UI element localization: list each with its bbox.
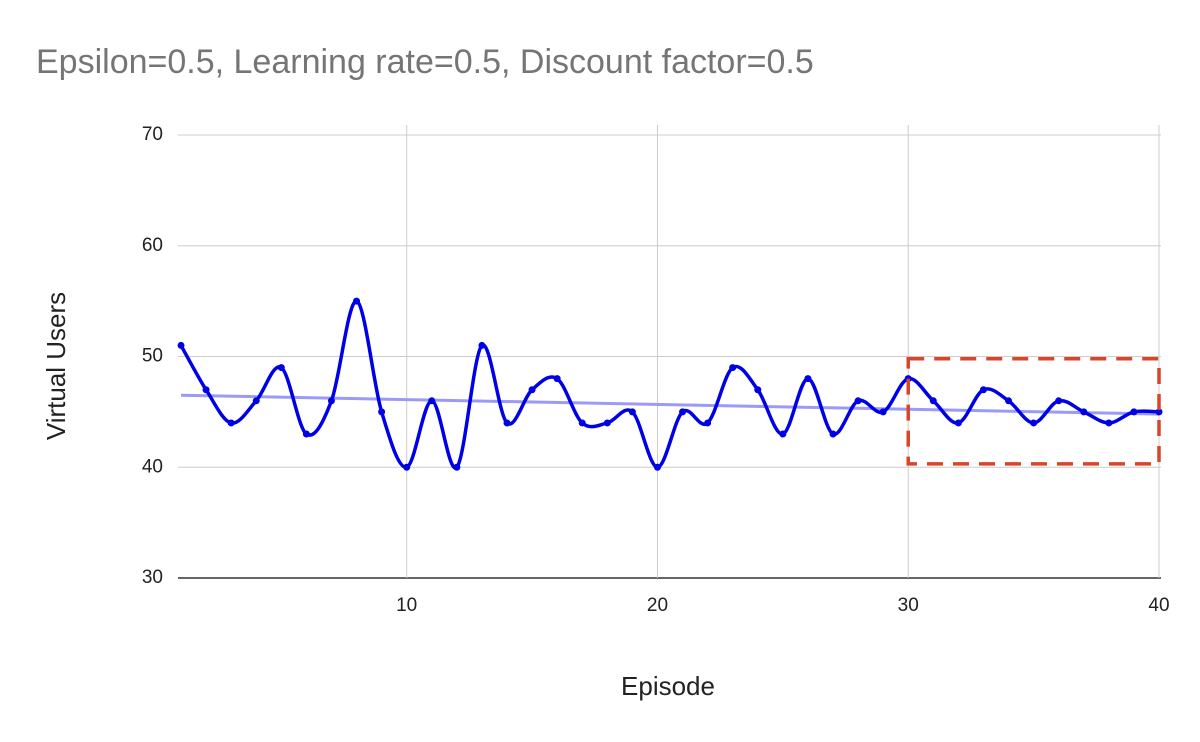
- x-tick-label: 10: [396, 595, 417, 616]
- y-tick-label: 50: [142, 346, 163, 367]
- data-point: [177, 341, 185, 349]
- data-point: [327, 397, 335, 405]
- data-point: [403, 463, 411, 471]
- data-point: [528, 386, 536, 394]
- data-point: [653, 463, 661, 471]
- data-point: [979, 386, 987, 394]
- data-point: [1030, 419, 1038, 427]
- data-point: [829, 430, 837, 438]
- series-line: [179, 299, 1160, 470]
- data-point: [1105, 419, 1113, 427]
- data-point: [227, 419, 235, 427]
- y-tick-label: 40: [142, 456, 163, 477]
- data-point: [277, 364, 285, 372]
- data-point: [428, 397, 436, 405]
- data-point: [628, 408, 636, 416]
- data-point: [779, 430, 787, 438]
- highlight-box: [906, 356, 1161, 466]
- data-point: [804, 375, 812, 383]
- data-point: [453, 463, 461, 471]
- data-point: [252, 397, 260, 405]
- data-point: [603, 419, 611, 427]
- data-point: [704, 419, 712, 427]
- data-point: [1155, 408, 1163, 416]
- y-tick-label: 30: [142, 567, 163, 588]
- data-point: [729, 364, 737, 372]
- chart-title: Epsilon=0.5, Learning rate=0.5, Discount…: [36, 43, 814, 81]
- data-point: [1080, 408, 1088, 416]
- data-point: [679, 408, 687, 416]
- x-axis-title: Episode: [621, 671, 715, 701]
- data-point: [478, 341, 486, 349]
- data-point: [553, 375, 561, 383]
- x-tick-label: 20: [647, 595, 668, 616]
- y-tick-label: 70: [142, 124, 163, 145]
- data-point: [879, 408, 887, 416]
- y-tick-label: 60: [142, 235, 163, 256]
- data-point: [378, 408, 386, 416]
- data-point: [353, 297, 361, 305]
- trendline: [180, 393, 1160, 416]
- data-point: [1130, 408, 1138, 416]
- data-point: [754, 386, 762, 394]
- data-point: [854, 397, 862, 405]
- data-point: [302, 430, 310, 438]
- data-point: [954, 419, 962, 427]
- y-axis-title: Virtual Users: [41, 292, 71, 440]
- data-point: [929, 397, 937, 405]
- data-point: [503, 419, 511, 427]
- x-tick-label: 40: [1148, 595, 1169, 616]
- data-point: [578, 419, 586, 427]
- data-point: [202, 386, 210, 394]
- data-point: [1005, 397, 1013, 405]
- data-point: [1055, 397, 1063, 405]
- x-tick-label: 30: [898, 595, 919, 616]
